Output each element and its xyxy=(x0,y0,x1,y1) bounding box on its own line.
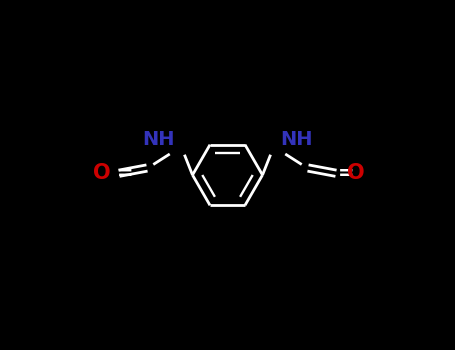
Text: =: = xyxy=(338,164,354,183)
Text: NH: NH xyxy=(280,130,313,149)
Text: =: = xyxy=(117,164,134,183)
Text: O: O xyxy=(93,163,110,183)
Text: NH: NH xyxy=(142,130,175,149)
Text: O: O xyxy=(347,163,364,183)
